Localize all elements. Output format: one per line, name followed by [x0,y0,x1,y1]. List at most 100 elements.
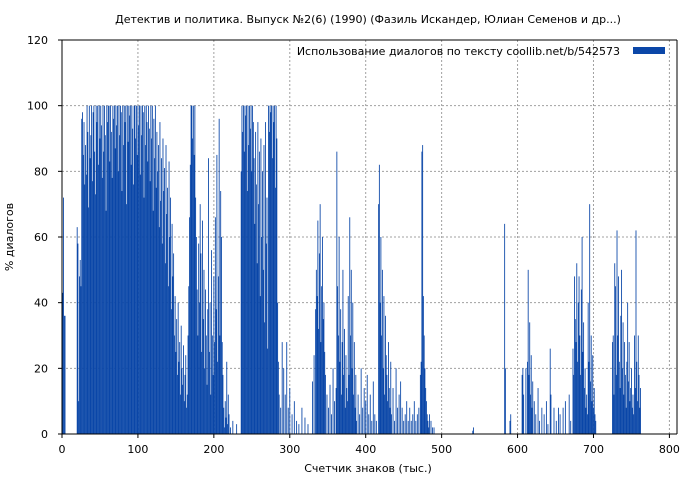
y-tick-label: 0 [41,428,48,441]
bar [578,276,580,434]
bar [388,388,390,434]
bar [144,105,146,435]
bar [355,374,357,434]
bar [593,407,594,434]
bar [528,374,530,434]
bar [182,384,184,434]
bar [123,145,124,434]
bar [268,105,269,435]
bar [269,105,271,435]
bar [142,112,144,434]
bar [356,420,358,434]
bar [332,368,334,434]
bar [380,237,382,434]
bar [636,361,638,434]
x-tick-label: 700 [583,443,604,456]
bar [110,105,112,435]
bar [421,151,423,434]
bar [570,420,572,434]
bar [623,394,625,434]
bar [510,414,512,434]
bar [271,105,272,435]
bar [426,414,428,434]
bar [403,420,405,434]
bar [149,181,151,434]
bar [618,276,619,434]
bar [148,105,149,435]
bar [398,394,400,434]
x-tick-label: 0 [59,443,66,456]
bar [157,171,159,434]
bar [368,414,370,434]
bar [108,105,110,435]
bar [202,319,204,434]
bar [159,122,161,434]
y-tick-label: 60 [34,231,48,244]
bar [347,401,348,434]
bar [192,138,194,434]
bar [320,342,322,434]
bar [98,105,100,435]
bar [225,417,227,434]
bar [631,368,632,434]
y-axis-title: % диалогов [3,203,16,271]
bar [328,407,329,434]
bar [114,148,116,434]
bar [176,374,178,434]
bar [315,309,317,434]
bar [473,427,474,434]
bar [166,214,168,434]
bar [277,361,279,434]
bar [126,105,128,435]
bar [416,414,418,434]
bar [88,105,90,435]
legend-label: Использование диалогов по тексту coollib… [297,45,620,58]
bar [262,171,263,434]
bar [371,420,373,434]
bar [304,417,306,434]
bar [331,414,332,434]
bar [574,319,576,434]
bar [369,394,371,434]
bar [580,374,582,434]
bar [127,141,129,434]
bar [264,322,266,434]
bar [107,122,108,434]
bar [628,342,630,434]
bar [564,401,566,434]
bar [100,105,102,435]
bar [386,374,388,434]
bar [307,424,309,434]
bar [195,237,197,434]
bar [590,335,592,434]
bar [413,401,415,434]
bar [354,407,356,434]
bar [105,210,107,434]
bar [249,105,250,435]
bar [545,401,547,434]
bar [99,138,101,434]
bar [165,145,167,434]
bar [137,105,139,435]
bar [616,230,618,434]
bar [180,325,182,434]
bar [156,131,158,434]
bar [154,105,156,435]
bar [194,105,196,435]
bar [558,407,559,434]
bar [107,105,109,435]
bar [426,401,427,434]
bar [90,135,92,434]
bar [375,420,377,434]
bar [390,361,392,434]
bar [117,171,119,434]
bar [163,191,165,434]
bar [351,368,353,434]
bar [532,381,534,434]
bar [385,355,387,434]
bar [316,296,318,434]
bar [198,243,200,434]
bar [360,368,362,434]
bar [185,355,187,434]
bar [258,204,260,434]
